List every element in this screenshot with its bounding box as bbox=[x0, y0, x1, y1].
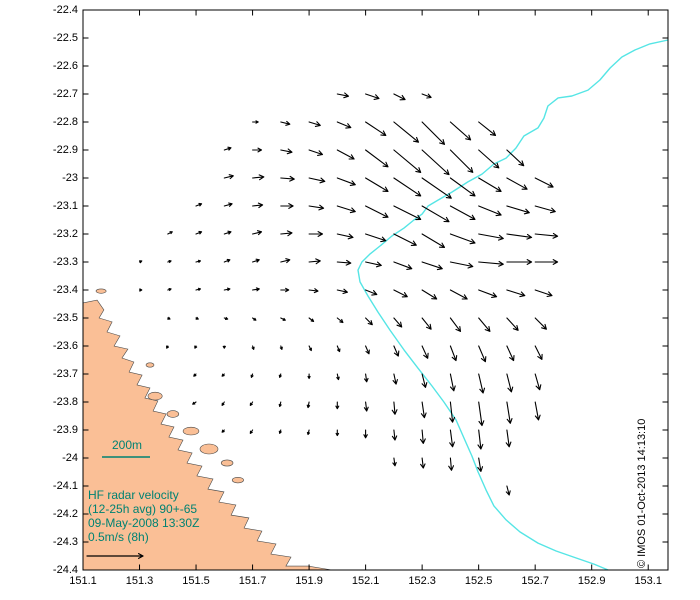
y-tick-label: -22.4 bbox=[52, 4, 78, 16]
imos-watermark: © IMOS 01-Oct-2013 14:13:10 bbox=[636, 418, 648, 568]
y-tick-label: -23.3 bbox=[52, 256, 78, 268]
x-tick-label: 151.5 bbox=[182, 575, 210, 587]
annotation-title: HF radar velocity bbox=[88, 488, 179, 502]
y-tick-label: -22.8 bbox=[52, 116, 78, 128]
y-tick-label: -23.8 bbox=[52, 396, 78, 408]
y-tick-label: -23.9 bbox=[52, 424, 78, 436]
y-tick-label: -24.1 bbox=[52, 480, 78, 492]
y-tick-label: -23 bbox=[62, 172, 78, 184]
y-tick-label: -24.2 bbox=[52, 508, 78, 520]
y-tick-label: -23.1 bbox=[52, 200, 78, 212]
x-tick-label: 152.1 bbox=[351, 575, 380, 587]
x-tick-label: 151.9 bbox=[295, 575, 323, 587]
x-tick-label: 153.1 bbox=[634, 575, 662, 587]
contour-200m-label: 200m bbox=[112, 438, 143, 452]
annotation-block: HF radar velocity (12-25h avg) 90+-65 09… bbox=[88, 488, 199, 544]
y-tick-label: -23.2 bbox=[52, 228, 78, 240]
x-tick-label: 152.3 bbox=[408, 575, 436, 587]
x-tick-label: 151.1 bbox=[69, 575, 97, 587]
y-tick-label: -24 bbox=[62, 452, 78, 464]
y-tick-label: -22.5 bbox=[52, 32, 78, 44]
y-tick-label: -22.9 bbox=[52, 144, 78, 156]
annotation-scale-label: 0.5m/s (8h) bbox=[88, 530, 149, 544]
y-tick-label: -23.6 bbox=[52, 340, 78, 352]
annotation-averaging: (12-25h avg) 90+-65 bbox=[88, 502, 198, 516]
y-tick-label: -23.4 bbox=[52, 284, 78, 296]
x-tick-label: 152.9 bbox=[577, 575, 606, 587]
y-tick-label: -23.5 bbox=[52, 312, 78, 324]
x-tick-label: 152.5 bbox=[464, 575, 493, 587]
y-tick-label: -24.3 bbox=[52, 536, 78, 548]
y-tick-label: -24.4 bbox=[52, 564, 78, 576]
y-tick-label: -22.7 bbox=[52, 88, 78, 100]
annotation-datetime: 09-May-2008 13:30Z bbox=[88, 516, 200, 530]
x-tick-label: 151.7 bbox=[238, 575, 267, 587]
x-tick-label: 151.3 bbox=[125, 575, 154, 587]
y-tick-label: -23.7 bbox=[52, 368, 78, 380]
x-tick-label: 152.7 bbox=[521, 575, 549, 587]
y-tick-label: -22.6 bbox=[52, 60, 78, 72]
